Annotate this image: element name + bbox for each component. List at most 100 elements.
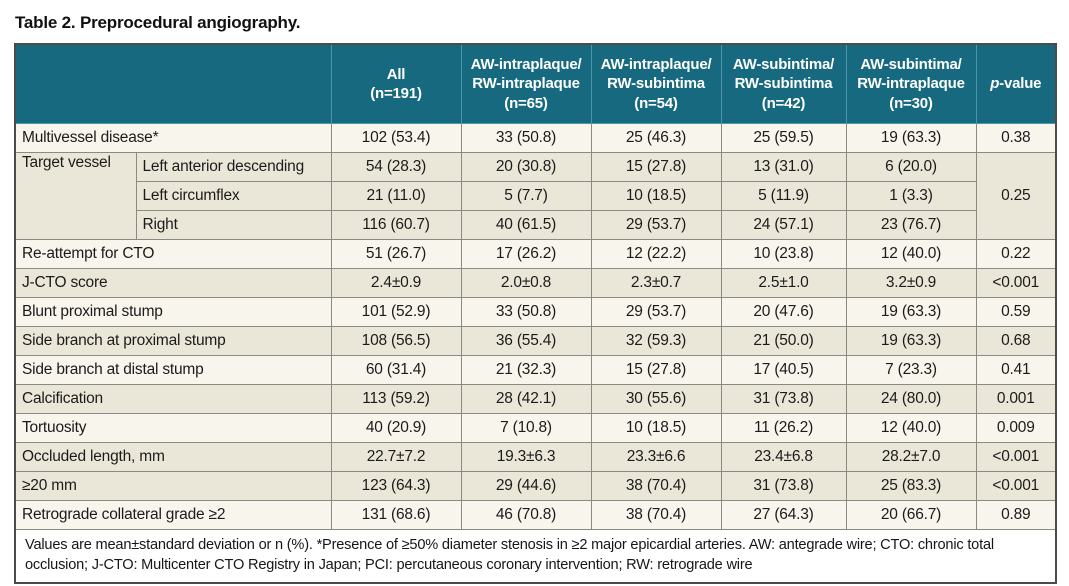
p-italic: p <box>990 75 1000 93</box>
cell-value: 25 (46.3) <box>590 123 722 153</box>
header-col-aw-subintima-rw-subintima: AW-subintima/ RW-subintima (n=42) <box>720 43 847 124</box>
cell-value: 10 (18.5) <box>590 181 722 211</box>
cell-value: 29 (44.6) <box>460 471 592 501</box>
cell-value: 5 (7.7) <box>460 181 592 211</box>
cell-value: 32 (59.3) <box>590 326 722 356</box>
cell-value: 46 (70.8) <box>460 500 592 530</box>
table-row-blunt-proximal-stump: Blunt proximal stump 101 (52.9) 33 (50.8… <box>14 297 1057 327</box>
table-row-occluded-length: Occluded length, mm 22.7±7.2 19.3±6.3 23… <box>14 442 1057 472</box>
cell-value: 38 (70.4) <box>590 500 722 530</box>
cell-value: 21 (11.0) <box>330 181 462 211</box>
p-rest: -value <box>999 75 1042 93</box>
table-row-side-branch-proximal: Side branch at proximal stump 108 (56.5)… <box>14 326 1057 356</box>
cell-value: 20 (47.6) <box>720 297 847 327</box>
header-col-aw-subintima-rw-intraplaque: AW-subintima/ RW-intraplaque (n=30) <box>845 43 977 124</box>
table-row-jcto-score: J-CTO score 2.4±0.9 2.0±0.8 2.3±0.7 2.5±… <box>14 268 1057 298</box>
cell-value: 36 (55.4) <box>460 326 592 356</box>
table-row-multivessel-disease: Multivessel disease* 102 (53.4) 33 (50.8… <box>14 123 1057 153</box>
p-value-cell: 0.59 <box>975 297 1057 327</box>
cell-value: 40 (20.9) <box>330 413 462 443</box>
cell-value: 13 (31.0) <box>720 152 847 182</box>
cell-value: 2.0±0.8 <box>460 268 592 298</box>
cell-value: 28 (42.1) <box>460 384 592 414</box>
cell-value: 15 (27.8) <box>590 152 722 182</box>
cell-value: 24 (80.0) <box>845 384 977 414</box>
cell-value: 23.4±6.8 <box>720 442 847 472</box>
row-group-label: Target vessel <box>14 152 137 240</box>
cell-value: 33 (50.8) <box>460 297 592 327</box>
table-title: Table 2. Preprocedural angiography. <box>15 13 301 32</box>
header-corner-cell <box>14 43 332 124</box>
table-row-tortuosity: Tortuosity 40 (20.9) 7 (10.8) 10 (18.5) … <box>14 413 1057 443</box>
header-col-pvalue: p-value <box>975 43 1057 124</box>
cell-value: 2.5±1.0 <box>720 268 847 298</box>
cell-value: 10 (23.8) <box>720 239 847 269</box>
cell-value: 20 (30.8) <box>460 152 592 182</box>
p-value-cell: 0.009 <box>975 413 1057 443</box>
row-sublabel: Left anterior descending <box>135 152 332 182</box>
row-label: Side branch at distal stump <box>14 355 332 385</box>
cell-value: 51 (26.7) <box>330 239 462 269</box>
cell-value: 1 (3.3) <box>845 181 977 211</box>
header-col-all: All (n=191) <box>330 43 462 124</box>
cell-value: 21 (50.0) <box>720 326 847 356</box>
cell-value: 21 (32.3) <box>460 355 592 385</box>
table-row-target-vessel-right: Right 116 (60.7) 40 (61.5) 29 (53.7) 24 … <box>15 210 1056 240</box>
cell-value: 27 (64.3) <box>720 500 847 530</box>
p-value-cell: 0.38 <box>975 123 1057 153</box>
cell-value: 15 (27.8) <box>590 355 722 385</box>
row-label: Multivessel disease* <box>14 123 332 153</box>
cell-value: 29 (53.7) <box>590 297 722 327</box>
cell-value: 28.2±7.0 <box>845 442 977 472</box>
cell-value: 5 (11.9) <box>720 181 847 211</box>
table-row-target-vessel-lad: Target vessel Left anterior descending 5… <box>14 152 1057 240</box>
cell-value: 60 (31.4) <box>330 355 462 385</box>
cell-value: 30 (55.6) <box>590 384 722 414</box>
row-label: Retrograde collateral grade ≥2 <box>14 500 332 530</box>
p-value-cell: 0.68 <box>975 326 1057 356</box>
cell-value: 12 (22.2) <box>590 239 722 269</box>
row-label: Calcification <box>14 384 332 414</box>
row-sublabel: Left circumflex <box>135 181 332 211</box>
cell-value: 23 (76.7) <box>845 210 977 240</box>
cell-value: 38 (70.4) <box>590 471 722 501</box>
p-value-cell: <0.001 <box>975 268 1057 298</box>
cell-value: 7 (10.8) <box>460 413 592 443</box>
p-value-cell: 0.89 <box>975 500 1057 530</box>
row-label: Blunt proximal stump <box>14 297 332 327</box>
cell-value: 20 (66.7) <box>845 500 977 530</box>
cell-value: 24 (57.1) <box>720 210 847 240</box>
row-label: Re-attempt for CTO <box>14 239 332 269</box>
cell-value: 54 (28.3) <box>330 152 462 182</box>
cell-value: 17 (26.2) <box>460 239 592 269</box>
cell-value: 17 (40.5) <box>720 355 847 385</box>
footnote-row: Values are mean±standard deviation or n … <box>14 529 1057 584</box>
cell-value: 102 (53.4) <box>330 123 462 153</box>
table-row-retrograde-collateral: Retrograde collateral grade ≥2 131 (68.6… <box>14 500 1057 530</box>
table-row-reattempt-cto: Re-attempt for CTO 51 (26.7) 17 (26.2) 1… <box>14 239 1057 269</box>
cell-value: 19 (63.3) <box>845 297 977 327</box>
cell-value: 19.3±6.3 <box>460 442 592 472</box>
table-row-target-vessel-lcx: Left circumflex 21 (11.0) 5 (7.7) 10 (18… <box>15 181 1056 211</box>
p-value-cell: 0.25 <box>975 152 1057 240</box>
cell-value: 12 (40.0) <box>845 413 977 443</box>
cell-value: 31 (73.8) <box>720 471 847 501</box>
row-label: J-CTO score <box>14 268 332 298</box>
cell-value: 11 (26.2) <box>720 413 847 443</box>
cell-value: 101 (52.9) <box>330 297 462 327</box>
cell-value: 29 (53.7) <box>590 210 722 240</box>
preprocedural-angiography-table: All (n=191) AW-intraplaque/ RW-intraplaq… <box>14 43 1057 585</box>
row-label: Tortuosity <box>14 413 332 443</box>
cell-value: 10 (18.5) <box>590 413 722 443</box>
cell-value: 19 (63.3) <box>845 123 977 153</box>
table-footnote: Values are mean±standard deviation or n … <box>14 529 1057 584</box>
cell-value: 131 (68.6) <box>330 500 462 530</box>
cell-value: 7 (23.3) <box>845 355 977 385</box>
cell-value: 33 (50.8) <box>460 123 592 153</box>
cell-value: 116 (60.7) <box>330 210 462 240</box>
row-label: Occluded length, mm <box>14 442 332 472</box>
row-sublabel: Right <box>135 210 332 240</box>
p-value-cell: 0.41 <box>975 355 1057 385</box>
row-label: Side branch at proximal stump <box>14 326 332 356</box>
